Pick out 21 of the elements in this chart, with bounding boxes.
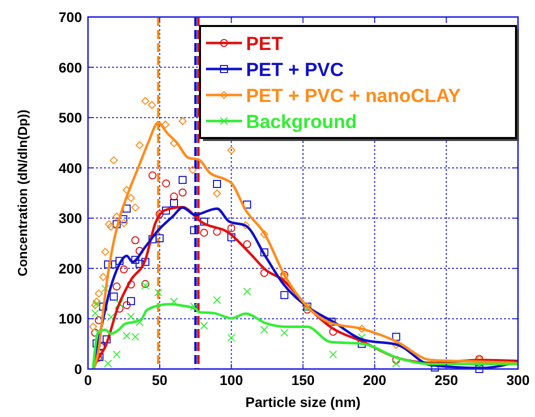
y-tick-label: 400	[58, 160, 82, 176]
y-tick-label: 600	[58, 59, 82, 76]
y-tick-label: 0	[74, 361, 82, 377]
legend-label: PET + PVC	[246, 60, 344, 81]
y-tick-label: 300	[58, 210, 82, 226]
y-axis-title: Concentration (dN/dln(Dp))	[15, 110, 30, 276]
legend-label: Background	[246, 112, 357, 133]
x-tick-label: 50	[152, 372, 168, 388]
x-tick-label: 0	[84, 372, 92, 388]
x-axis-title: Particle size (nm)	[245, 394, 361, 410]
y-tick-label: 100	[58, 310, 82, 327]
legend-label: PET	[246, 34, 284, 55]
y-tick-label: 200	[58, 260, 82, 276]
y-tick-label: 700	[58, 9, 82, 25]
y-tick-label: 500	[58, 110, 82, 126]
x-tick-label: 300	[506, 372, 530, 388]
x-tick-label: 250	[434, 372, 458, 388]
x-tick-label: 150	[291, 372, 315, 388]
legend-label: PET + PVC + nanoCLAY	[246, 86, 462, 107]
x-tick-label: 200	[362, 372, 387, 388]
x-tick-label: 100	[220, 372, 244, 388]
